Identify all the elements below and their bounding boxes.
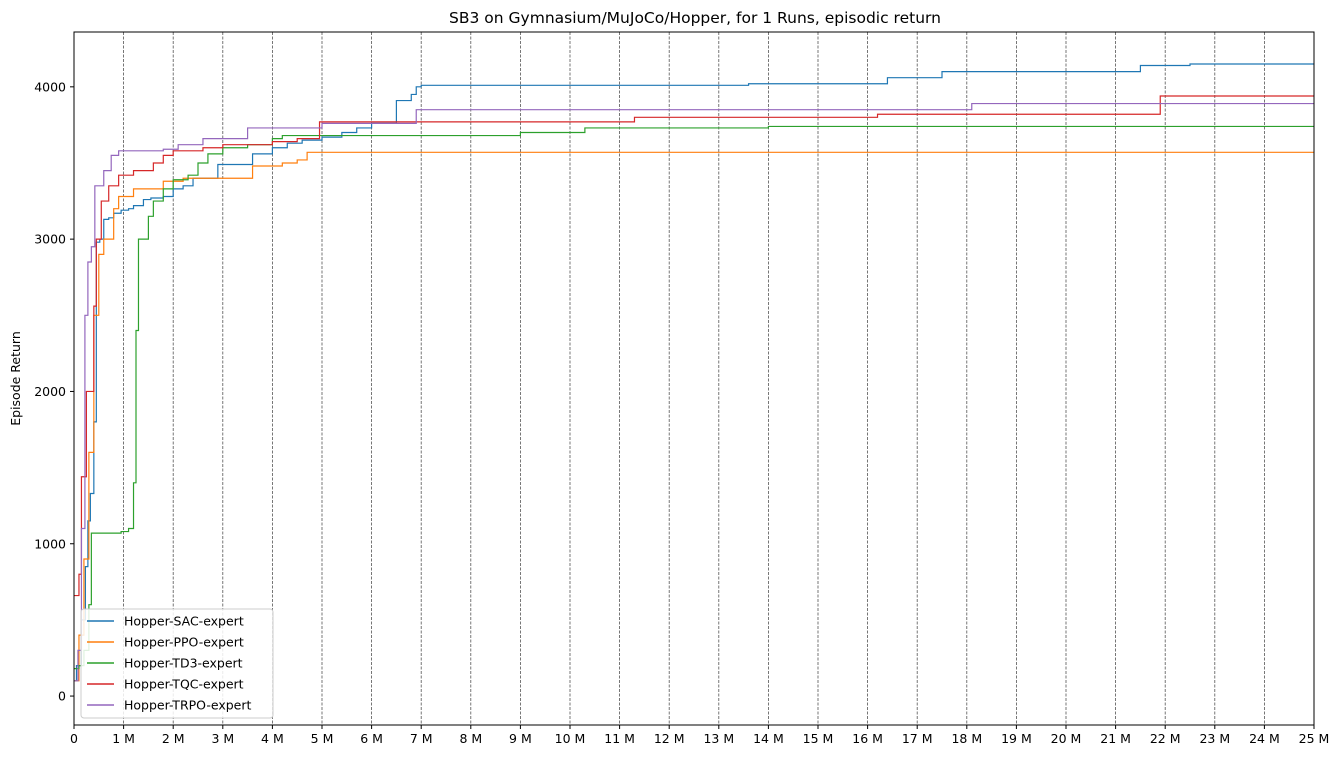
y-tick-label: 1000 <box>34 536 66 551</box>
series-line-hopper-sac-expert <box>74 63 1314 682</box>
x-tick-label: 22 M <box>1150 731 1181 746</box>
x-tick-label: 6 M <box>360 731 383 746</box>
x-tick-label: 0 <box>70 731 78 746</box>
x-tick-label: 8 M <box>459 731 482 746</box>
x-tick-label: 23 M <box>1199 731 1230 746</box>
x-tick-label: 16 M <box>852 731 883 746</box>
y-axis-label: Episode Return <box>8 331 23 426</box>
x-tick-label: 4 M <box>261 731 284 746</box>
x-tick-label: 7 M <box>410 731 433 746</box>
legend-label: Hopper-PPO-expert <box>124 635 244 650</box>
legend-label: Hopper-TRPO-expert <box>124 698 251 713</box>
x-tick-label: 3 M <box>211 731 234 746</box>
series-layer <box>74 63 1314 682</box>
y-tick-label: 2000 <box>34 384 66 399</box>
x-tick-label: 19 M <box>1001 731 1032 746</box>
legend-label: Hopper-TQC-expert <box>124 677 244 692</box>
x-tick-label: 14 M <box>753 731 784 746</box>
series-line-hopper-ppo-expert <box>74 151 1314 682</box>
x-tick-label: 18 M <box>951 731 982 746</box>
y-tick-label: 3000 <box>34 232 66 247</box>
grid-lines <box>123 32 1265 725</box>
x-tick-label: 10 M <box>555 731 586 746</box>
x-tick-label: 15 M <box>803 731 834 746</box>
x-tick-label: 2 M <box>162 731 185 746</box>
x-axis-ticks: 0 1 M 2 M 3 M 4 M 5 M 6 M 7 M 8 M 9 M 10 M 11 M 12 M… <box>70 725 1329 746</box>
x-tick-label: 9 M <box>509 731 532 746</box>
x-tick-label: 5 M <box>311 731 334 746</box>
legend-label: Hopper-SAC-expert <box>124 614 244 629</box>
y-tick-label: 0 <box>58 689 66 704</box>
series-line-hopper-trpo-expert <box>74 102 1314 682</box>
x-tick-label: 20 M <box>1051 731 1082 746</box>
x-tick-label: 11 M <box>604 731 635 746</box>
x-tick-label: 1 M <box>112 731 135 746</box>
x-tick-label: 12 M <box>654 731 685 746</box>
series-line-hopper-td3-expert <box>74 125 1314 670</box>
chart-title: SB3 on Gymnasium/MuJoCo/Hopper, for 1 Ru… <box>449 9 941 27</box>
x-tick-label: 25 M <box>1299 731 1330 746</box>
x-tick-label: 17 M <box>902 731 933 746</box>
plot-frame <box>73 31 1315 726</box>
y-axis-ticks: 0 1000 2000 3000 4000 <box>34 79 74 704</box>
x-tick-label: 24 M <box>1249 731 1280 746</box>
series-line-hopper-tqc-expert <box>74 95 1314 597</box>
x-tick-label: 21 M <box>1100 731 1131 746</box>
legend-label: Hopper-TD3-expert <box>124 656 243 671</box>
x-tick-label: 13 M <box>703 731 734 746</box>
y-tick-label: 4000 <box>34 79 66 94</box>
legend: Hopper-SAC-expert Hopper-PPO-expert Hopper… <box>80 608 274 719</box>
legend-box <box>80 608 274 719</box>
